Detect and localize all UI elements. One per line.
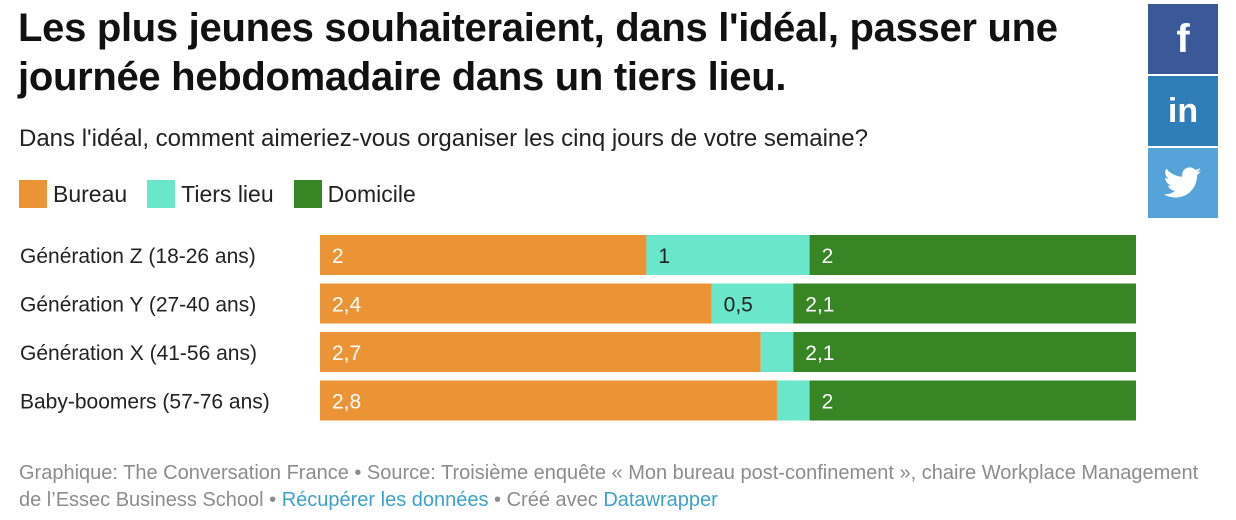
data-label: 2 [822, 245, 834, 268]
legend-item-domicile: Domicile [293, 180, 416, 208]
legend-item-bureau: Bureau [19, 180, 127, 208]
legend: Bureau Tiers lieu Domicile [19, 180, 436, 208]
legend-label-domicile: Domicile [327, 180, 416, 207]
chart-footer: Graphique: The Conversation France • Sou… [19, 460, 1219, 514]
data-label: 2 [332, 245, 344, 268]
facebook-share-button[interactable]: f [1148, 4, 1218, 74]
footer-credits: Graphique: The Conversation France • Sou… [19, 462, 1199, 511]
category-label: Baby-boomers (57-76 ans) [20, 391, 270, 414]
bar-segment [809, 380, 1136, 421]
bar-segment [320, 332, 761, 372]
data-label: 2,4 [332, 294, 362, 317]
bar-segment [793, 332, 1136, 372]
chart-subtitle: Dans l'idéal, comment aimeriez-vous orga… [19, 125, 868, 152]
bar-segment [320, 283, 712, 324]
legend-swatch-bureau [19, 180, 47, 208]
data-label: 2 [822, 391, 834, 414]
data-label: 2,1 [805, 342, 834, 365]
data-label: 0,5 [724, 294, 753, 317]
bar-segment [776, 380, 810, 421]
legend-label-bureau: Bureau [53, 180, 128, 207]
bar-segment [760, 332, 794, 372]
legend-swatch-tiers-lieu [147, 180, 176, 208]
bar-segment [320, 235, 647, 275]
twitter-share-button[interactable] [1148, 148, 1218, 218]
bar-segment [809, 235, 1136, 275]
data-label: 1 [658, 245, 670, 268]
footer-separator: • Créé avec [488, 489, 604, 511]
category-label: Génération X (41-56 ans) [20, 342, 257, 365]
data-label: 2,1 [805, 294, 834, 317]
stacked-bar-chart: Génération Z (18-26 ans) 2 1 2 Génération Y … [20, 235, 1136, 421]
twitter-icon [1164, 167, 1202, 198]
category-label: Génération Y (27-40 ans) [20, 294, 256, 317]
legend-swatch-domicile [293, 180, 322, 208]
legend-item-tiers-lieu: Tiers lieu [147, 180, 274, 208]
facebook-icon: f [1176, 17, 1190, 61]
bar-segment [793, 283, 1136, 324]
linkedin-share-button[interactable]: in [1148, 76, 1218, 146]
social-share-bar: f in [1148, 4, 1218, 220]
download-data-link[interactable]: Récupérer les données [281, 489, 489, 511]
bar-segment [646, 235, 810, 275]
datawrapper-link[interactable]: Datawrapper [603, 489, 718, 511]
category-label: Génération Z (18-26 ans) [20, 245, 256, 268]
bar-segment [711, 283, 794, 324]
chart-title: Les plus jeunes souhaiteraient, dans l'i… [18, 6, 1058, 99]
linkedin-icon: in [1167, 92, 1199, 130]
data-label: 2,7 [332, 342, 361, 365]
bar-segment [320, 380, 777, 421]
data-label: 2,8 [332, 391, 361, 414]
legend-label-tiers-lieu: Tiers lieu [181, 180, 274, 207]
